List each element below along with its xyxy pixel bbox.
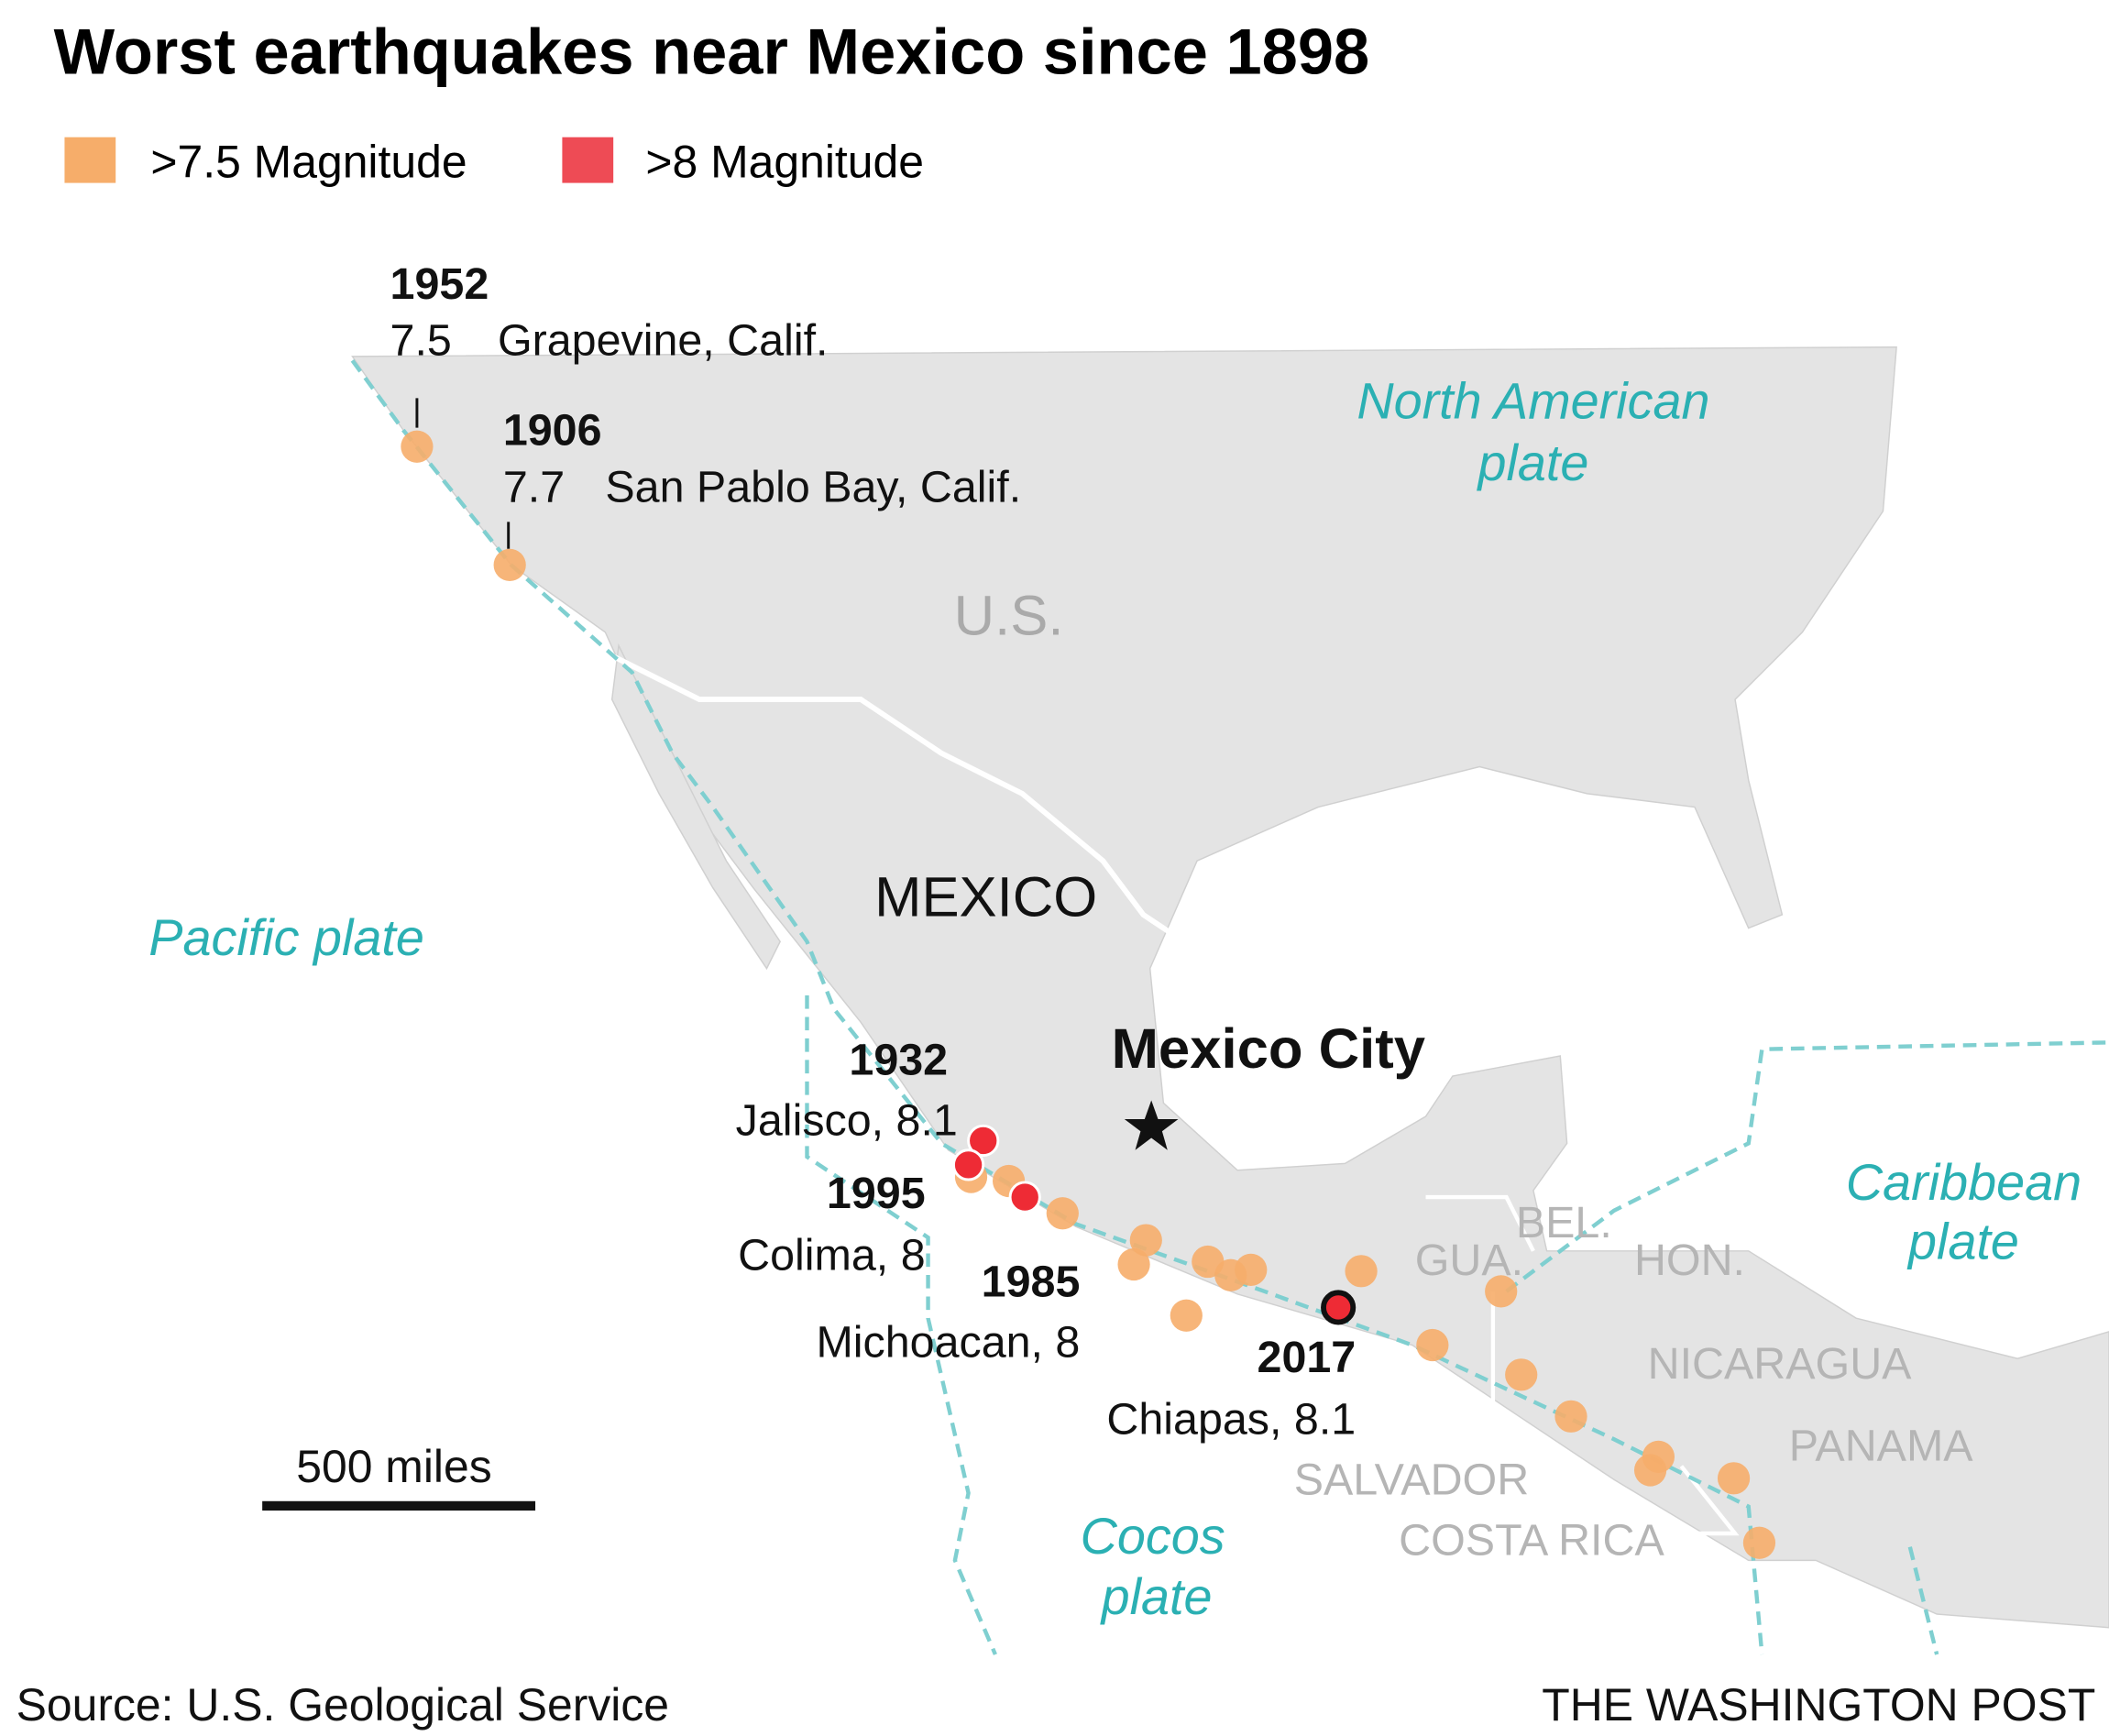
quake-dots [401, 430, 1776, 1559]
quake-place: San Pablo Bay, Calif. [605, 462, 1021, 511]
plate-label: North American [1357, 372, 1709, 429]
plate-boundary [350, 359, 1764, 1655]
legend-swatch [562, 137, 614, 183]
quake-major [1321, 1290, 1357, 1325]
capital-star [1124, 1100, 1179, 1150]
plate-boundary [1907, 1546, 1939, 1655]
quake [1742, 1526, 1776, 1559]
legend-label: >7.5 Magnitude [150, 137, 467, 188]
credit: THE WASHINGTON POST [1542, 1679, 2095, 1731]
plate-label: plate [1476, 434, 1588, 491]
border [1425, 1194, 1740, 1536]
plate-boundary [1505, 1040, 2109, 1293]
country-label: PANAMA [1789, 1422, 1974, 1471]
country-label: COSTA RICA [1399, 1515, 1664, 1565]
plate-label: Caribbean [1846, 1154, 2082, 1211]
quake-year: 1985 [982, 1258, 1081, 1307]
quake [1235, 1253, 1268, 1286]
quake-year: 1906 [503, 406, 602, 456]
legend-label: >8 Magnitude [645, 137, 924, 188]
country-label: NICARAGUA [1648, 1339, 1912, 1389]
country-label: HON. [1634, 1236, 1745, 1285]
scale-label: 500 miles [296, 1441, 491, 1492]
quake [493, 548, 526, 581]
source: Source: U.S. Geological Service [16, 1679, 669, 1731]
leader [415, 398, 511, 549]
quake [1117, 1247, 1150, 1281]
plate-label: Cocos [1081, 1508, 1225, 1565]
plate-label: plate [1906, 1214, 2019, 1270]
quake [1485, 1275, 1518, 1308]
quake [1717, 1462, 1751, 1495]
quake [1046, 1197, 1079, 1230]
quake-place: Jalisco, 8.1 [736, 1096, 958, 1146]
country-label: BEL. [1516, 1198, 1612, 1247]
plate-boundary [805, 994, 997, 1655]
quake-magnitude: 7.7 [503, 462, 565, 511]
legend-swatch [64, 137, 116, 183]
quake-major [951, 1148, 985, 1181]
quake [1170, 1299, 1203, 1332]
quake-place: Michoacan, 8 [816, 1318, 1080, 1368]
land [351, 346, 2109, 1629]
country-label: SALVADOR [1294, 1455, 1529, 1504]
quake [1505, 1358, 1538, 1391]
border [590, 643, 1186, 944]
quake [1554, 1400, 1587, 1433]
quake-year: 2017 [1258, 1333, 1357, 1382]
country-label: MEXICO [874, 865, 1097, 928]
quake [1129, 1224, 1162, 1257]
quake [401, 430, 434, 463]
country-label: GUA. [1415, 1236, 1523, 1285]
quake-year: 1932 [849, 1036, 948, 1085]
quake-place: Colima, 8 [738, 1230, 925, 1280]
quake-year: 1952 [390, 259, 489, 309]
quake-year: 1995 [827, 1169, 926, 1218]
quake [1416, 1328, 1449, 1362]
quake-major [967, 1124, 1000, 1158]
plate-label: plate [1100, 1568, 1213, 1625]
quake-place: Chiapas, 8.1 [1106, 1394, 1356, 1444]
baja [610, 643, 781, 971]
country-label: U.S. [954, 585, 1064, 648]
scale-bar [262, 1500, 536, 1511]
quake-magnitude: 7.5 [390, 315, 452, 365]
quake-major [1008, 1181, 1041, 1214]
city-label: Mexico City [1112, 1017, 1425, 1081]
title: Worst earthquakes near Mexico since 1898 [54, 16, 1369, 88]
quake [1345, 1255, 1378, 1288]
quake [1633, 1454, 1667, 1487]
plate-label: Pacific plate [148, 909, 424, 966]
quake-place: Grapevine, Calif. [498, 315, 829, 365]
